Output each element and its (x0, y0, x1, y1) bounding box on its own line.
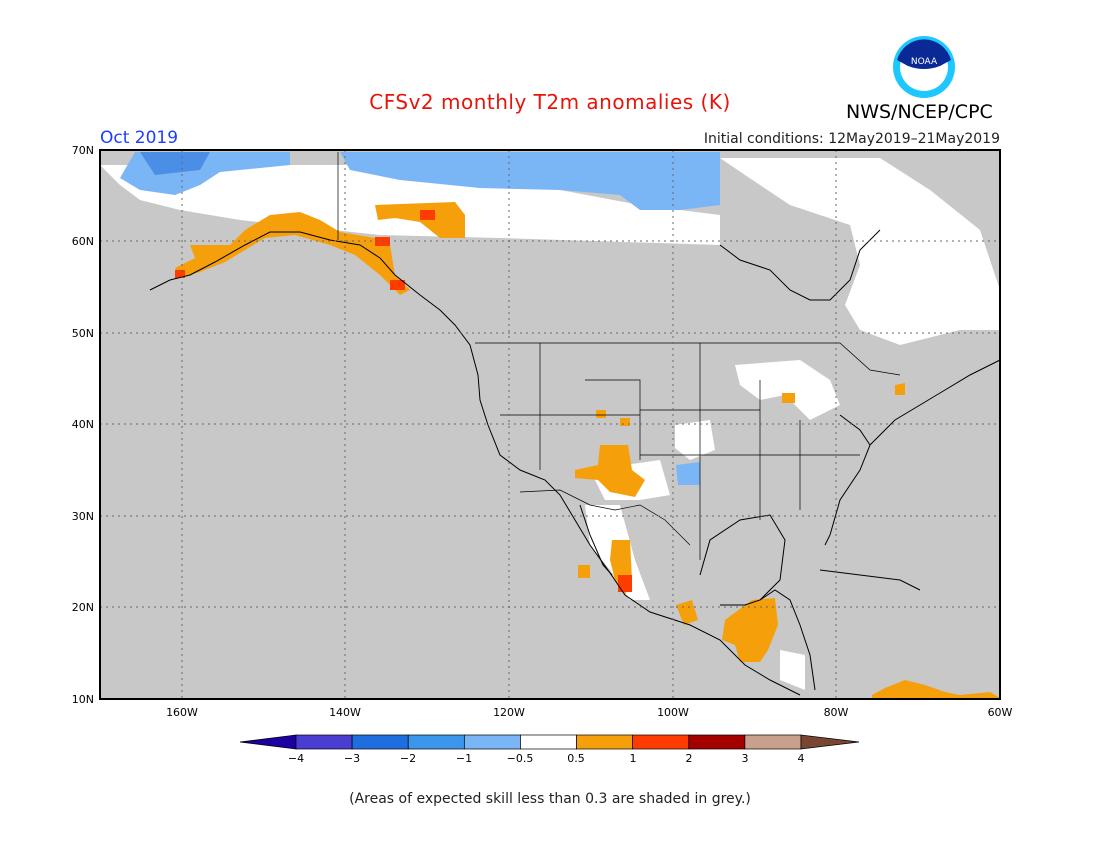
hot-spot-yukon (420, 210, 435, 220)
lat-label: 60N (72, 235, 94, 248)
map-frame (99, 149, 1001, 700)
lat-label: 10N (72, 693, 94, 706)
colorbar-swatch (688, 734, 746, 750)
neutral-central-america (780, 650, 805, 690)
southwest-warm (575, 445, 645, 497)
lon-label: 140W (329, 706, 361, 719)
hot-spot-bc-2 (390, 280, 405, 290)
agency-label: NWS/NCEP/CPC (846, 101, 993, 123)
colorbar-swatch (632, 734, 690, 750)
colorbar-tick: −0.5 (507, 752, 534, 765)
political-borders (337, 152, 901, 560)
colorbar-swatch (351, 734, 409, 750)
colorbar-tick: −3 (344, 752, 360, 765)
colorado-warm-2 (620, 418, 630, 426)
colorbar-tick: 4 (798, 752, 805, 765)
michigan-warm (782, 393, 795, 403)
central-america-warm (722, 598, 778, 662)
colorbar-tick: −2 (400, 752, 416, 765)
colorbar-swatch (407, 734, 465, 750)
lat-label: 50N (72, 327, 94, 340)
arctic-cold-3 (140, 152, 210, 175)
map-title: CFSv2 monthly T2m anomalies (K) (369, 90, 731, 114)
colorbar-tick: −4 (288, 752, 304, 765)
initial-conditions: Initial conditions: 12May2019–21May2019 (703, 131, 1000, 147)
lon-label: 60W (988, 706, 1013, 719)
colorbar-ticks: −4 −3 −2 −1 −0.5 0.5 1 2 3 4 (288, 752, 805, 765)
colorbar-tick: 0.5 (567, 752, 585, 765)
colorbar-swatch (576, 734, 634, 750)
neutral-plains (675, 420, 715, 460)
colorbar-swatch (744, 734, 802, 750)
neutral-greatlakes (735, 360, 840, 420)
colorbar-tick: 2 (686, 752, 693, 765)
colorado-warm (596, 410, 606, 418)
skill-note: (Areas of expected skill less than 0.3 a… (349, 791, 751, 807)
forecast-month: Oct 2019 (100, 128, 179, 148)
graticule (100, 150, 1000, 699)
oklahoma-cold (676, 462, 700, 485)
lon-label: 100W (657, 706, 689, 719)
arctic-cold-2 (340, 152, 720, 210)
alaska-warm (175, 212, 410, 295)
colorbar-arrow-left (239, 734, 297, 750)
lat-label: 40N (72, 418, 94, 431)
colorbar-swatch (295, 734, 353, 750)
ny-warm (895, 383, 905, 395)
colorbar-arrow-right (800, 734, 860, 750)
lon-label: 120W (493, 706, 525, 719)
colorbar-swatch (520, 734, 577, 750)
baja-warm (578, 565, 590, 578)
venezuela-warm (872, 680, 1000, 698)
lon-labels: 160W 140W 120W 100W 80W 60W (166, 706, 1012, 719)
colorbar-tick: −1 (456, 752, 472, 765)
logo-text: NOAA (911, 57, 938, 67)
lat-label: 30N (72, 510, 94, 523)
lat-label: 20N (72, 601, 94, 614)
hot-spot-mexico (618, 575, 632, 592)
colorbar-tick: 3 (742, 752, 749, 765)
lon-label: 160W (166, 706, 198, 719)
southern-mexico-warm (676, 600, 698, 625)
colorbar-swatch (463, 734, 521, 750)
lat-labels: 70N 60N 50N 40N 30N 20N 10N (72, 144, 94, 706)
lon-label: 80W (824, 706, 849, 719)
colorbar: −4 −3 −2 −1 −0.5 0.5 1 2 3 4 (239, 734, 860, 765)
colorbar-boxes (295, 734, 802, 750)
colorbar-tick: 1 (630, 752, 637, 765)
anomaly-layer (100, 152, 1000, 698)
lat-label: 70N (72, 144, 94, 157)
noaa-logo: NOAA (893, 36, 955, 98)
